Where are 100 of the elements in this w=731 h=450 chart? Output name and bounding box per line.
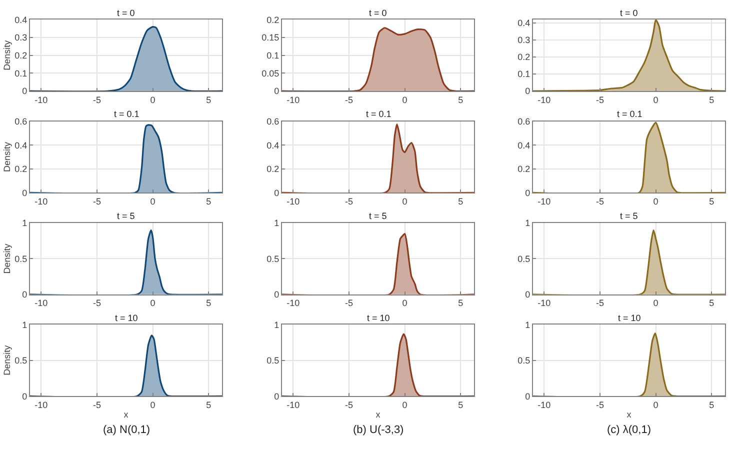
y-tick-label: 0 — [22, 188, 28, 198]
y-axis-title: Density — [2, 142, 12, 172]
y-tick-label: 0 — [525, 290, 530, 300]
y-tick-label: 0.5 — [518, 356, 530, 366]
chart-title: t = 0 — [620, 8, 638, 18]
x-axis-title: x — [124, 410, 129, 420]
y-tick-label: 0 — [274, 290, 280, 300]
chart-title: t = 5 — [369, 211, 387, 221]
chart-title: t = 10 — [367, 313, 390, 323]
y-tick-label: 0.4 — [14, 14, 28, 25]
x-tick-label: 0 — [653, 298, 658, 308]
chart-title: t = 0 — [369, 8, 387, 18]
y-tick-label: 1 — [274, 218, 280, 228]
y-tick-label: 0.4 — [14, 140, 28, 150]
x-tick-label: -10 — [538, 298, 551, 308]
chart-title: t = 5 — [620, 211, 638, 221]
y-tick-label: 0.2 — [266, 164, 280, 174]
y-tick-label: 0.5 — [14, 356, 28, 366]
x-tick-label: 5 — [709, 94, 714, 105]
y-tick-label: 0 — [22, 290, 28, 300]
y-tick-label: 1 — [22, 320, 28, 330]
x-tick-label: -5 — [92, 298, 101, 308]
y-tick-label: 0 — [274, 86, 280, 96]
x-tick-label: 5 — [709, 400, 714, 410]
y-tick-label: 0.5 — [266, 254, 280, 264]
x-tick-label: -5 — [344, 196, 353, 207]
y-tick-label: 1 — [525, 218, 530, 228]
x-tick-label: 0 — [653, 94, 658, 105]
x-tick-label: 0 — [653, 196, 658, 207]
y-tick-label: 0.2 — [518, 52, 530, 62]
chart-title: t = 0.1 — [114, 109, 140, 119]
y-tick-label: 0.3 — [518, 35, 530, 46]
x-tick-label: 5 — [458, 400, 464, 410]
x-tick-label: 5 — [206, 298, 212, 308]
x-tick-label: -5 — [92, 400, 101, 410]
y-tick-label: 0.5 — [266, 356, 280, 366]
x-tick-label: -10 — [538, 400, 551, 410]
y-tick-label: 0.1 — [266, 50, 280, 61]
y-tick-label: 1 — [22, 218, 28, 228]
y-tick-label: 0 — [525, 391, 530, 402]
x-tick-label: -5 — [344, 400, 353, 410]
x-tick-label: -10 — [286, 298, 300, 308]
x-tick-label: 0 — [150, 196, 156, 207]
x-tick-label: -10 — [34, 400, 48, 410]
chart-title: t = 10 — [618, 313, 641, 323]
x-tick-label: 0 — [402, 298, 408, 308]
x-tick-label: 0 — [150, 298, 156, 308]
y-tick-label: 1 — [274, 320, 280, 330]
text: (c) λ(0,1) — [607, 424, 651, 436]
x-tick-label: -5 — [596, 196, 604, 207]
y-tick-label: 0.3 — [14, 32, 28, 43]
x-tick-label: -5 — [92, 94, 101, 105]
y-axis-title: Density — [2, 40, 12, 70]
y-tick-label: 0.4 — [518, 140, 530, 150]
x-tick-label: -5 — [596, 94, 604, 105]
text: (b) U(-3,3) — [353, 424, 404, 436]
x-tick-label: -10 — [34, 94, 48, 105]
x-tick-label: 5 — [458, 196, 464, 207]
y-tick-label: 0.1 — [518, 69, 530, 80]
text: (a) N(0,1) — [103, 424, 150, 436]
x-tick-label: -10 — [538, 94, 551, 105]
x-tick-label: 0 — [150, 400, 156, 410]
x-tick-label: -5 — [344, 94, 353, 105]
x-tick-label: 0 — [150, 94, 156, 105]
x-tick-label: 0 — [653, 400, 658, 410]
y-tick-label: 0.5 — [518, 254, 530, 264]
chart-title: t = 5 — [117, 211, 135, 221]
y-tick-label: 0.6 — [14, 116, 28, 127]
x-tick-label: -10 — [286, 196, 300, 207]
y-tick-label: 0.05 — [262, 68, 280, 78]
y-axis-title: Density — [2, 344, 12, 376]
y-tick-label: 0.2 — [518, 164, 530, 174]
y-tick-label: 0.4 — [266, 140, 280, 150]
x-tick-label: 0 — [402, 94, 408, 105]
y-tick-label: 0 — [22, 86, 28, 96]
x-tick-label: -10 — [286, 400, 300, 410]
x-tick-label: -5 — [92, 196, 101, 207]
y-tick-label: 0 — [274, 188, 280, 198]
x-tick-label: -10 — [286, 94, 300, 105]
chart-title: t = 0.1 — [617, 109, 642, 119]
y-tick-label: 0 — [22, 391, 28, 402]
x-tick-label: -10 — [34, 298, 48, 308]
y-tick-label: 0 — [274, 391, 280, 402]
x-tick-label: 5 — [206, 94, 212, 105]
x-tick-label: 5 — [458, 298, 464, 308]
x-tick-label: 0 — [402, 196, 408, 207]
y-axis-title: Density — [2, 243, 12, 274]
x-tick-label: -5 — [596, 298, 604, 308]
y-tick-label: 0.2 — [14, 164, 28, 174]
y-tick-label: 0 — [525, 86, 530, 96]
y-tick-label: 0.5 — [14, 254, 28, 264]
x-tick-label: 5 — [206, 400, 212, 410]
y-tick-label: 0.4 — [518, 18, 530, 28]
x-axis-title: x — [626, 410, 632, 420]
chart-title: t = 0.1 — [366, 109, 392, 119]
x-axis-title: x — [376, 410, 381, 420]
y-tick-label: 0.6 — [518, 116, 530, 127]
x-tick-label: 5 — [206, 196, 212, 207]
y-tick-label: 1 — [525, 320, 530, 330]
y-tick-label: 0.15 — [262, 32, 280, 43]
